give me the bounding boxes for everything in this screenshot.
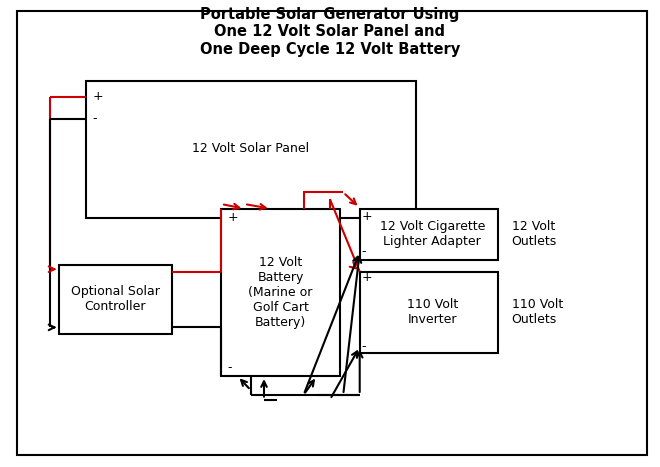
- Text: 12 Volt Solar Panel: 12 Volt Solar Panel: [192, 142, 310, 155]
- Text: +: +: [362, 210, 372, 223]
- Text: Optional Solar
Controller: Optional Solar Controller: [71, 285, 160, 313]
- Bar: [360, 271, 498, 353]
- Text: Portable Solar Generator Using
One 12 Volt Solar Panel and
One Deep Cycle 12 Vol: Portable Solar Generator Using One 12 Vo…: [200, 7, 460, 57]
- Text: 12 Volt
Outlets: 12 Volt Outlets: [512, 220, 557, 248]
- Bar: [59, 264, 172, 334]
- Text: 110 Volt
Inverter: 110 Volt Inverter: [407, 298, 458, 326]
- Bar: [221, 209, 340, 376]
- Text: -: -: [228, 361, 232, 375]
- Bar: [360, 209, 498, 260]
- Text: 110 Volt
Outlets: 110 Volt Outlets: [512, 298, 563, 326]
- Text: 12 Volt
Battery
(Marine or
Golf Cart
Battery): 12 Volt Battery (Marine or Golf Cart Bat…: [248, 256, 313, 329]
- Text: -: -: [92, 113, 97, 125]
- Text: +: +: [92, 91, 103, 104]
- Bar: [86, 81, 416, 218]
- Text: +: +: [228, 212, 238, 225]
- Text: -: -: [362, 246, 366, 258]
- Text: 12 Volt Cigarette
Lighter Adapter: 12 Volt Cigarette Lighter Adapter: [379, 220, 485, 248]
- Text: +: +: [362, 270, 372, 283]
- Text: -: -: [362, 340, 366, 354]
